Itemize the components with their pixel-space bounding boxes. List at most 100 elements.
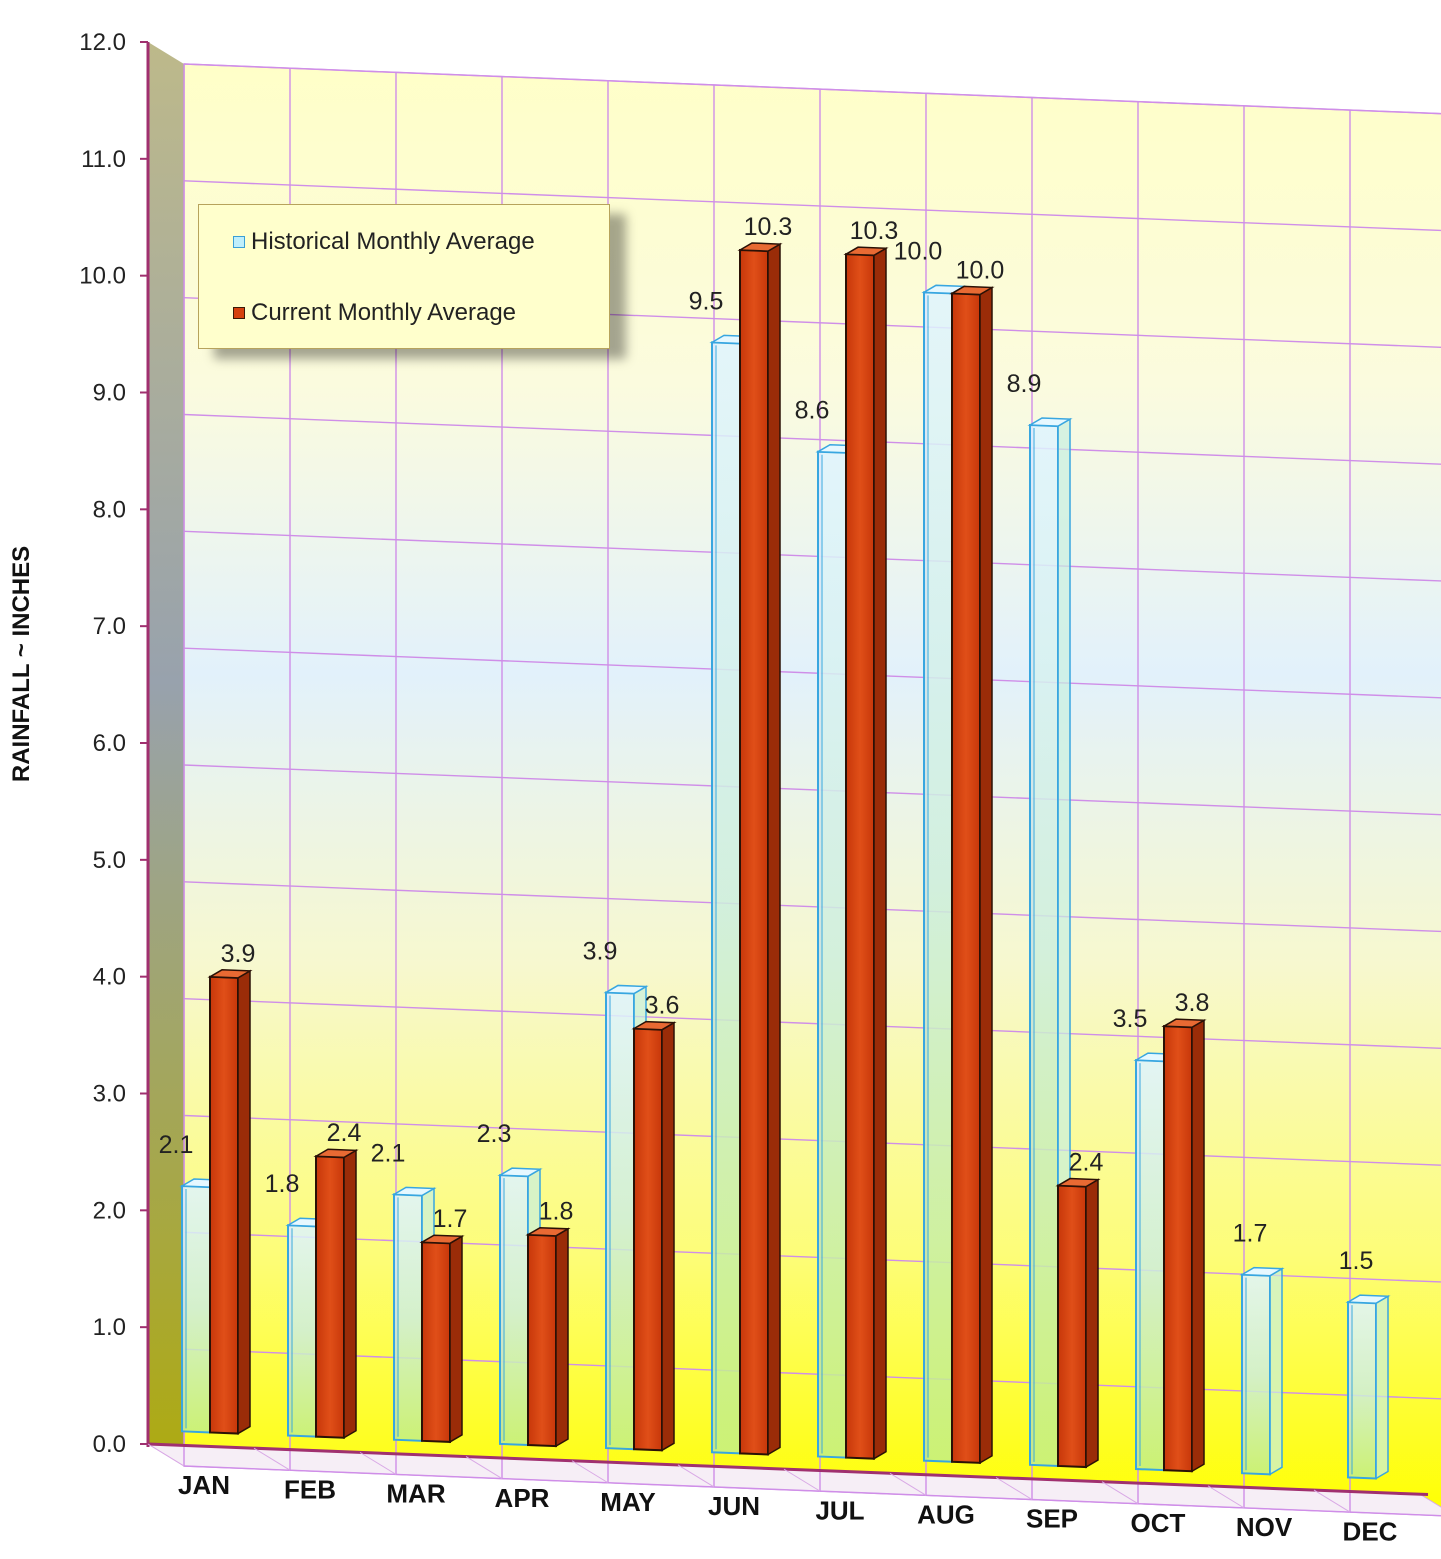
bar-front: [315, 1155, 345, 1439]
bar-top: [313, 1148, 359, 1159]
x-tick-label: AUG: [917, 1500, 975, 1530]
floor-divider: [465, 1456, 503, 1479]
legend-item-current: Current Monthly Average: [233, 298, 516, 328]
bar-side: [343, 1149, 357, 1440]
bar-front: [527, 1233, 557, 1448]
bar-front: [1163, 1025, 1193, 1473]
data-label-historical: 2.1: [159, 1131, 194, 1159]
bar-front: [421, 1241, 451, 1443]
x-tick-label: JAN: [178, 1470, 230, 1500]
bar-top: [1239, 1266, 1285, 1277]
x-tick-label: JUL: [815, 1495, 864, 1525]
bar-side: [661, 1021, 675, 1452]
data-label-current: 3.8: [1175, 989, 1210, 1017]
bar-current: [313, 1148, 359, 1440]
y-tick-label: 0.0: [93, 1431, 126, 1458]
bar-top: [391, 1186, 437, 1197]
bar-top: [949, 285, 995, 296]
bar-current: [419, 1234, 465, 1444]
y-tick-label: 6.0: [93, 730, 126, 757]
y-axis-label: RAINFALL ~ INCHES: [8, 545, 35, 783]
floor-divider: [1207, 1485, 1245, 1509]
side-wall: [148, 42, 184, 1466]
bar-side: [1191, 1018, 1205, 1473]
bar-top: [737, 242, 783, 252]
x-tick-label: NOV: [1236, 1512, 1293, 1542]
x-tick-label: SEP: [1026, 1504, 1078, 1534]
bar-front: [633, 1027, 663, 1452]
data-label-historical: 1.5: [1339, 1247, 1374, 1275]
bar-top: [603, 984, 649, 995]
bar-current: [1055, 1177, 1101, 1469]
legend-label-current: Current Monthly Average: [251, 299, 517, 326]
bar-front: [1057, 1184, 1087, 1469]
data-label-current: 1.8: [539, 1198, 574, 1226]
data-label-historical: 9.5: [689, 287, 724, 315]
y-tick-label: 5.0: [93, 847, 126, 874]
bar-top: [1345, 1294, 1391, 1305]
bar-side: [555, 1227, 569, 1448]
bar-side: [873, 246, 887, 1460]
data-label-historical: 10.0: [894, 237, 943, 265]
bar-top: [419, 1234, 465, 1245]
y-tick-label: 4.0: [93, 964, 126, 991]
y-tick-label: 3.0: [93, 1081, 126, 1108]
bar-front: [739, 248, 769, 1456]
data-label-historical: 2.3: [477, 1120, 512, 1148]
data-label-historical: 3.5: [1113, 1005, 1148, 1033]
bar-current: [737, 242, 783, 1456]
bar-top: [207, 969, 253, 979]
bar-front: [845, 253, 875, 1460]
x-axis-line: [147, 1442, 1429, 1497]
y-tick-label: 10.0: [79, 263, 126, 290]
bar-side: [979, 286, 993, 1465]
x-tick-label: APR: [495, 1483, 550, 1513]
data-label-historical: 1.8: [265, 1170, 300, 1198]
y-tick-label: 7.0: [93, 613, 126, 640]
data-label-current: 3.6: [645, 992, 680, 1020]
y-tick-label: 12.0: [79, 29, 126, 56]
data-label-historical: 8.9: [1007, 370, 1042, 398]
y-tick-label: 9.0: [93, 380, 126, 407]
data-label-historical: 2.1: [371, 1139, 406, 1167]
bar-current: [525, 1226, 571, 1448]
bar-side: [1085, 1178, 1099, 1469]
bar-front: [209, 975, 239, 1435]
data-label-current: 10.0: [956, 256, 1005, 284]
y-tick-label: 2.0: [93, 1197, 126, 1224]
y-tick-label: 11.0: [81, 146, 126, 173]
bar-current: [949, 285, 995, 1465]
x-tick-label: JUN: [708, 1491, 760, 1521]
x-tick-label: OCT: [1131, 1508, 1186, 1538]
y-tick-label: 1.0: [93, 1314, 126, 1341]
bar-top: [843, 246, 889, 257]
bar-side: [237, 969, 251, 1435]
legend: Historical Monthly Average Current Month…: [198, 204, 610, 349]
data-label-current: 3.9: [221, 940, 256, 968]
bar-top: [1055, 1177, 1101, 1188]
floor-divider: [1313, 1489, 1351, 1513]
data-label-current: 1.7: [433, 1205, 468, 1233]
bar-top: [631, 1020, 677, 1031]
floor-divider: [995, 1477, 1033, 1500]
floor-divider: [783, 1468, 821, 1492]
floor-divider: [359, 1451, 397, 1475]
bar-front: [951, 292, 981, 1464]
legend-item-historical: Historical Monthly Average: [233, 227, 535, 257]
floor-divider: [1101, 1481, 1139, 1505]
bar-historical: [1239, 1266, 1285, 1476]
data-label-historical: 1.7: [1233, 1220, 1268, 1248]
floor-divider: [677, 1464, 715, 1488]
data-label-historical: 3.9: [583, 937, 618, 965]
bar-side: [449, 1235, 463, 1444]
bar-current: [1161, 1018, 1207, 1473]
floor-divider: [147, 1443, 185, 1467]
bar-side: [1269, 1267, 1283, 1476]
x-tick-label: FEB: [284, 1474, 336, 1504]
bar-top: [497, 1167, 543, 1178]
data-label-current: 2.4: [327, 1119, 362, 1147]
x-tick-label: DEC: [1343, 1516, 1398, 1546]
data-label-historical: 8.6: [795, 397, 830, 425]
